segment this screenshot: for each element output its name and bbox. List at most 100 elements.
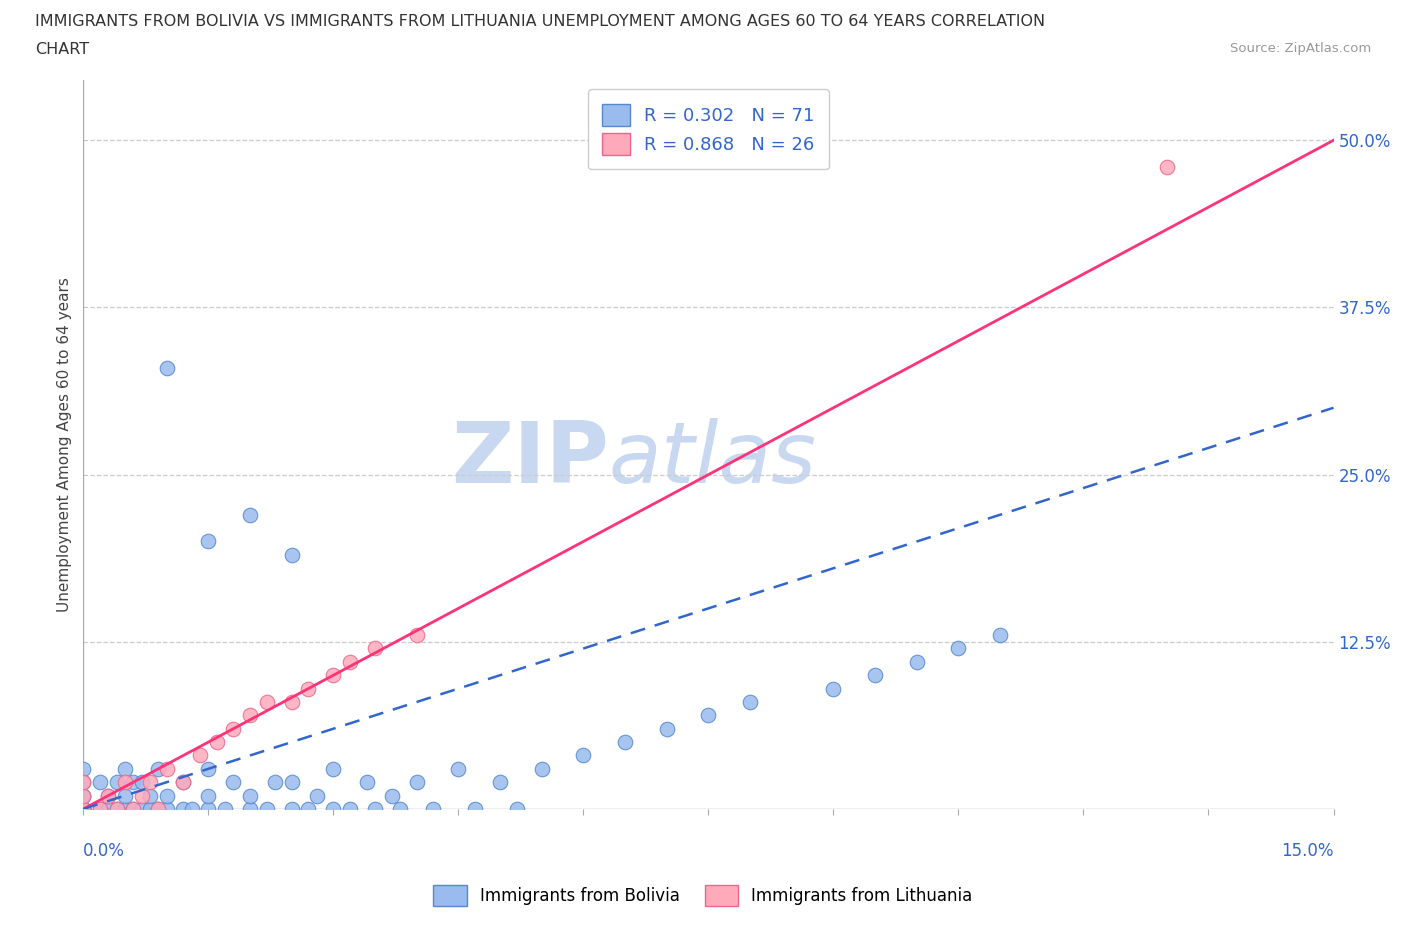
Point bbox=[156, 802, 179, 817]
Point bbox=[97, 788, 120, 803]
Point bbox=[823, 681, 845, 696]
Point bbox=[156, 762, 179, 777]
Point bbox=[105, 802, 128, 817]
Point bbox=[180, 802, 202, 817]
Point bbox=[381, 788, 404, 803]
Point bbox=[297, 802, 319, 817]
Point bbox=[405, 775, 427, 790]
Point bbox=[205, 735, 228, 750]
Point bbox=[197, 534, 219, 549]
Point bbox=[280, 548, 302, 563]
Point bbox=[447, 762, 470, 777]
Point bbox=[239, 788, 262, 803]
Point bbox=[72, 788, 94, 803]
Point bbox=[72, 788, 94, 803]
Point bbox=[172, 775, 194, 790]
Point bbox=[239, 802, 262, 817]
Point bbox=[122, 775, 145, 790]
Point bbox=[172, 775, 194, 790]
Point bbox=[422, 802, 444, 817]
Point bbox=[72, 802, 94, 817]
Point bbox=[72, 802, 94, 817]
Point bbox=[97, 802, 120, 817]
Point bbox=[148, 802, 170, 817]
Point bbox=[72, 775, 94, 790]
Point bbox=[505, 802, 527, 817]
Point bbox=[122, 802, 145, 817]
Point bbox=[114, 762, 136, 777]
Point bbox=[405, 628, 427, 643]
Point bbox=[239, 507, 262, 522]
Point bbox=[655, 722, 678, 737]
Point bbox=[863, 668, 886, 683]
Point bbox=[464, 802, 486, 817]
Text: 0.0%: 0.0% bbox=[83, 842, 125, 859]
Legend: Immigrants from Bolivia, Immigrants from Lithuania: Immigrants from Bolivia, Immigrants from… bbox=[426, 879, 980, 912]
Point bbox=[280, 775, 302, 790]
Point bbox=[905, 655, 928, 670]
Text: Source: ZipAtlas.com: Source: ZipAtlas.com bbox=[1230, 42, 1371, 55]
Text: 15.0%: 15.0% bbox=[1281, 842, 1333, 859]
Point bbox=[697, 708, 720, 723]
Point bbox=[89, 775, 111, 790]
Point bbox=[264, 775, 287, 790]
Point bbox=[72, 788, 94, 803]
Point bbox=[322, 802, 344, 817]
Point bbox=[614, 735, 637, 750]
Point bbox=[256, 802, 278, 817]
Point bbox=[239, 708, 262, 723]
Y-axis label: Unemployment Among Ages 60 to 64 years: Unemployment Among Ages 60 to 64 years bbox=[58, 277, 72, 612]
Point bbox=[72, 802, 94, 817]
Text: atlas: atlas bbox=[609, 418, 817, 500]
Point bbox=[148, 762, 170, 777]
Text: ZIP: ZIP bbox=[451, 418, 609, 500]
Point bbox=[489, 775, 512, 790]
Point bbox=[72, 802, 94, 817]
Point bbox=[214, 802, 236, 817]
Point bbox=[572, 748, 595, 763]
Point bbox=[172, 802, 194, 817]
Point bbox=[1156, 160, 1178, 175]
Point bbox=[530, 762, 553, 777]
Point bbox=[297, 681, 319, 696]
Point bbox=[131, 802, 153, 817]
Point bbox=[131, 775, 153, 790]
Point bbox=[197, 788, 219, 803]
Point bbox=[122, 802, 145, 817]
Text: CHART: CHART bbox=[35, 42, 89, 57]
Point bbox=[339, 655, 361, 670]
Text: IMMIGRANTS FROM BOLIVIA VS IMMIGRANTS FROM LITHUANIA UNEMPLOYMENT AMONG AGES 60 : IMMIGRANTS FROM BOLIVIA VS IMMIGRANTS FR… bbox=[35, 14, 1045, 29]
Point bbox=[131, 788, 153, 803]
Point bbox=[72, 762, 94, 777]
Point bbox=[197, 802, 219, 817]
Point bbox=[114, 775, 136, 790]
Point bbox=[72, 775, 94, 790]
Point bbox=[72, 802, 94, 817]
Point bbox=[139, 775, 162, 790]
Point bbox=[948, 641, 970, 656]
Point bbox=[988, 628, 1011, 643]
Point bbox=[356, 775, 378, 790]
Point bbox=[114, 788, 136, 803]
Point bbox=[156, 360, 179, 375]
Point bbox=[139, 802, 162, 817]
Point bbox=[139, 788, 162, 803]
Point bbox=[148, 802, 170, 817]
Point bbox=[222, 775, 245, 790]
Point bbox=[364, 641, 387, 656]
Point bbox=[389, 802, 412, 817]
Point bbox=[105, 802, 128, 817]
Point bbox=[305, 788, 328, 803]
Point bbox=[97, 788, 120, 803]
Point bbox=[156, 788, 179, 803]
Point bbox=[89, 802, 111, 817]
Point bbox=[72, 802, 94, 817]
Point bbox=[280, 802, 302, 817]
Point bbox=[89, 802, 111, 817]
Point bbox=[280, 695, 302, 710]
Point bbox=[339, 802, 361, 817]
Point bbox=[114, 802, 136, 817]
Point bbox=[322, 668, 344, 683]
Point bbox=[256, 695, 278, 710]
Point bbox=[222, 722, 245, 737]
